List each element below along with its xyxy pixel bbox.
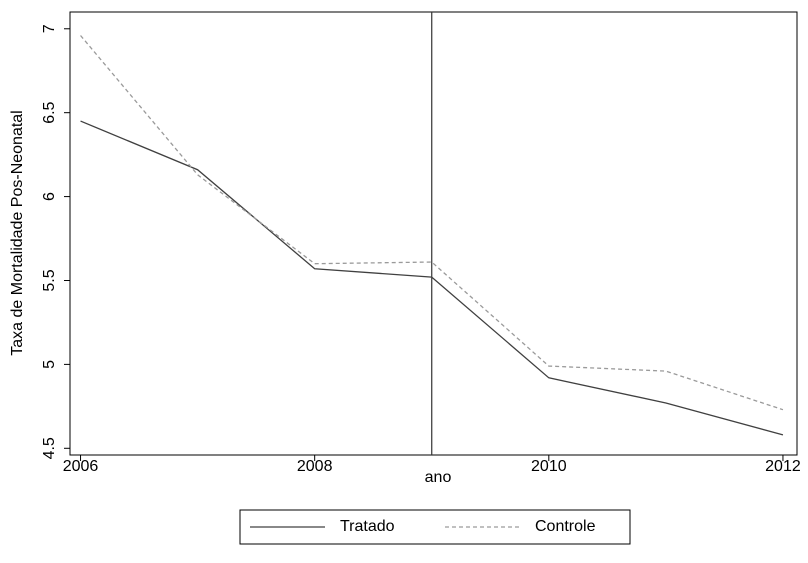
x-tick-label: 2010 (531, 458, 567, 475)
y-tick-label: 6 (41, 192, 58, 201)
y-tick-label: 7 (41, 24, 58, 33)
x-tick-label: 2008 (297, 458, 333, 475)
plot-frame (69, 11, 798, 456)
x-tick-label: 2012 (765, 458, 801, 475)
x-axis-label: ano (425, 469, 452, 486)
legend-label: Controle (535, 518, 596, 535)
y-axis-label: Taxa de Mortalidade Pos-Neonatal (9, 110, 26, 355)
y-tick-label: 4.5 (41, 437, 58, 459)
y-tick-label: 5.5 (41, 269, 58, 291)
x-tick-label: 2006 (63, 458, 99, 475)
line-series (80, 120, 784, 436)
y-tick-label: 5 (41, 360, 58, 369)
legend-label: Tratado (340, 518, 395, 535)
y-tick-label: 6.5 (41, 101, 58, 123)
